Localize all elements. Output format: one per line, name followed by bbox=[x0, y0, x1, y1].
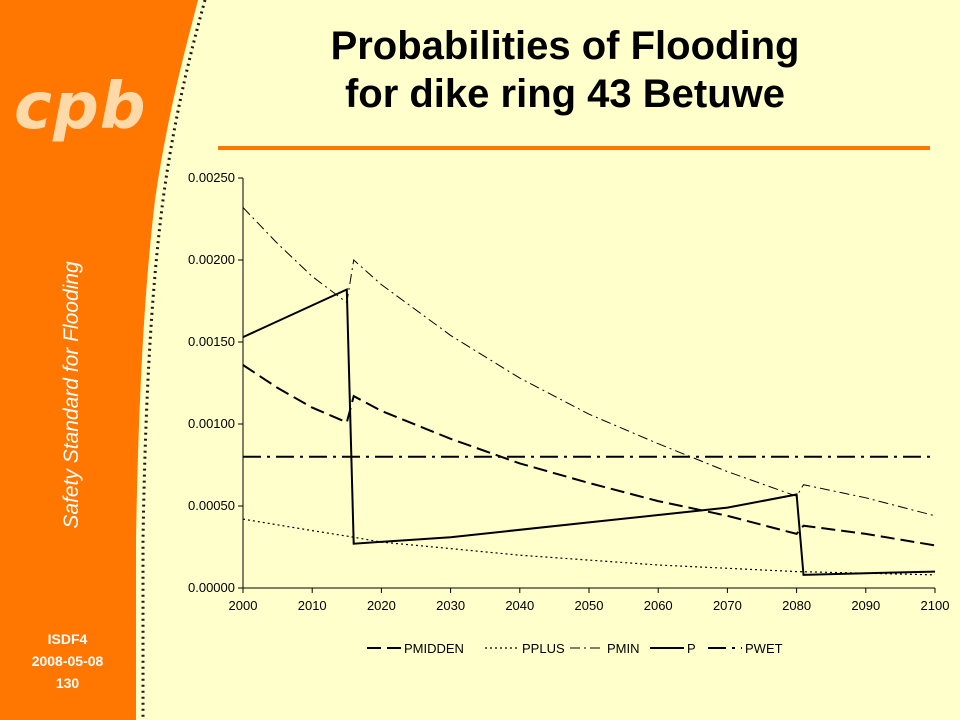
data-point-pmin bbox=[588, 414, 589, 415]
x-tick-label: 2040 bbox=[505, 598, 534, 613]
sidebar-band bbox=[0, 0, 198, 720]
x-tick-label: 2000 bbox=[229, 598, 258, 613]
data-point-pmidden bbox=[450, 438, 451, 439]
x-tick-label: 2090 bbox=[851, 598, 880, 613]
legend-label-pmin: PMIN bbox=[607, 641, 640, 656]
x-tick-label: 2080 bbox=[782, 598, 811, 613]
data-point-pmin bbox=[519, 378, 520, 379]
data-point-pmidden bbox=[865, 533, 866, 534]
legend-label-pplus: PPLUS bbox=[522, 641, 565, 656]
footer-date: 2008-05-08 bbox=[31, 653, 104, 669]
legend-label-pwet: PWET bbox=[745, 641, 783, 656]
data-point-p bbox=[588, 522, 589, 523]
y-tick-label: 0.00050 bbox=[188, 498, 235, 513]
y-tick-label: 0.00150 bbox=[188, 334, 235, 349]
data-point-pplus bbox=[934, 574, 935, 575]
data-point-pmidden bbox=[727, 515, 728, 516]
data-point-pplus bbox=[588, 560, 589, 561]
data-point-pmin bbox=[934, 515, 935, 516]
x-tick-label: 2050 bbox=[575, 598, 604, 613]
data-point-pmin bbox=[727, 471, 728, 472]
data-point-p bbox=[934, 571, 935, 572]
data-point-pplus bbox=[312, 530, 313, 531]
data-point-p bbox=[346, 289, 347, 290]
data-point-p bbox=[727, 507, 728, 508]
data-point-pmin bbox=[242, 207, 243, 208]
x-tick-label: 2070 bbox=[713, 598, 742, 613]
data-point-pmidden bbox=[658, 501, 659, 502]
data-point-pwet bbox=[242, 456, 243, 457]
data-point-pwet bbox=[934, 456, 935, 457]
x-tick-label: 2010 bbox=[298, 598, 327, 613]
y-tick-label: 0.00250 bbox=[188, 170, 235, 185]
y-tick-label: 0.00200 bbox=[188, 252, 235, 267]
x-tick-label: 2020 bbox=[367, 598, 396, 613]
series-line-pplus bbox=[242, 518, 936, 576]
y-tick-label: 0.00100 bbox=[188, 416, 235, 431]
data-point-pmin bbox=[381, 284, 382, 285]
data-point-pmin bbox=[865, 497, 866, 498]
x-tick-label: 2100 bbox=[921, 598, 950, 613]
data-point-pplus bbox=[658, 564, 659, 565]
sidebar-dotted-edge bbox=[141, 0, 207, 720]
data-point-p bbox=[450, 537, 451, 538]
data-point-pmidden bbox=[277, 387, 278, 388]
title-underline bbox=[218, 146, 930, 150]
slide-title: Probabilities of Flooding for dike ring … bbox=[200, 22, 930, 118]
title-line-2: for dike ring 43 Betuwe bbox=[344, 72, 786, 116]
data-point-pmin bbox=[658, 443, 659, 444]
slide-footer: ISDF4 2008-05-08 130 bbox=[0, 628, 135, 694]
series-line-p bbox=[242, 287, 936, 576]
data-point-p bbox=[242, 337, 243, 338]
data-point-p bbox=[353, 543, 354, 544]
data-point-pmidden bbox=[346, 422, 347, 423]
legend-label-pmidden: PMIDDEN bbox=[404, 641, 464, 656]
footer-page-number: 130 bbox=[55, 675, 80, 691]
data-point-pmidden bbox=[242, 364, 243, 365]
data-point-pplus bbox=[450, 548, 451, 549]
cpb-logo: cpb bbox=[14, 70, 147, 144]
data-point-pmin bbox=[353, 259, 354, 260]
data-point-pplus bbox=[727, 568, 728, 569]
series-line-pmin bbox=[242, 207, 936, 517]
series-line-pmidden bbox=[242, 364, 936, 547]
title-line-1: Probabilities of Flooding bbox=[330, 24, 800, 68]
data-point-pmidden bbox=[934, 545, 935, 546]
x-tick-label: 2060 bbox=[644, 598, 673, 613]
data-point-p bbox=[803, 574, 804, 575]
data-point-pmidden bbox=[381, 410, 382, 411]
data-point-pmidden bbox=[312, 407, 313, 408]
data-point-pmidden bbox=[519, 463, 520, 464]
legend-label-p: P bbox=[687, 641, 696, 656]
data-point-p bbox=[796, 494, 797, 495]
data-point-pplus bbox=[519, 555, 520, 556]
data-point-pmin bbox=[277, 243, 278, 244]
data-point-pplus bbox=[242, 519, 243, 520]
footer-event: ISDF4 bbox=[47, 631, 88, 647]
y-tick-label: 0.00000 bbox=[188, 580, 235, 595]
data-point-p bbox=[865, 573, 866, 574]
data-point-pmin bbox=[803, 484, 804, 485]
data-point-pmidden bbox=[353, 396, 354, 397]
data-point-pmidden bbox=[796, 533, 797, 534]
data-point-pmin bbox=[312, 276, 313, 277]
x-tick-label: 2030 bbox=[436, 598, 465, 613]
data-point-pmidden bbox=[803, 525, 804, 526]
data-point-pmidden bbox=[588, 482, 589, 483]
data-point-pplus bbox=[796, 571, 797, 572]
data-point-pmin bbox=[450, 335, 451, 336]
